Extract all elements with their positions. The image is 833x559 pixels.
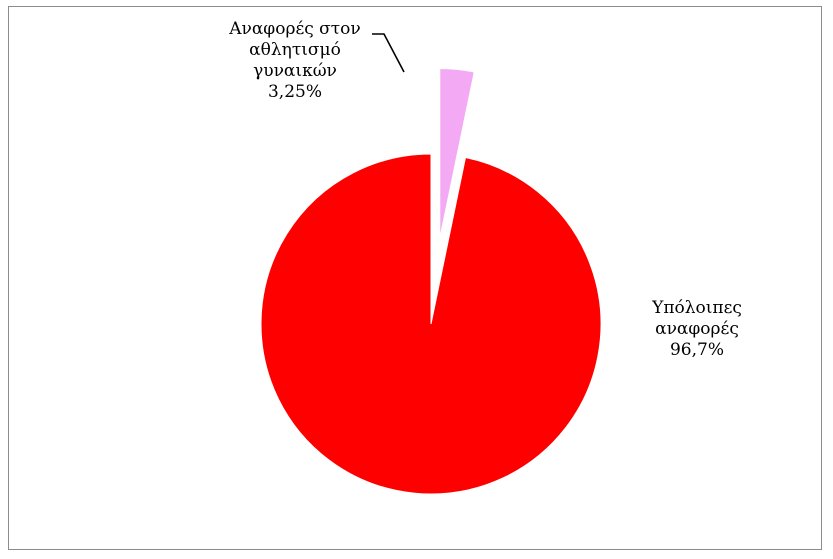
slice-value-rest: 96,7%: [669, 340, 724, 360]
slice-label-rest-line-2: αναφορές: [655, 319, 739, 339]
slice-value-women: 3,25%: [267, 82, 322, 102]
slice-label-women-sport: Αναφορές στον αθλητισμό γυναικών 3,25%: [200, 19, 390, 103]
pie-slice-women-sport: [439, 67, 475, 239]
slice-label-women-line-2: αθλητισμό: [249, 40, 341, 60]
slice-label-rest-line-1: Υπόλοιπες: [652, 298, 742, 318]
slice-label-women-line-1: Αναφορές στον: [229, 19, 361, 39]
slice-label-other-reports: Υπόλοιπες αναφορές 96,7%: [612, 298, 782, 361]
leader-line: [372, 33, 405, 73]
pie-slices: [260, 67, 602, 495]
pie-slice-other-reports: [260, 153, 602, 495]
slice-label-women-line-3: γυναικών: [253, 61, 337, 81]
